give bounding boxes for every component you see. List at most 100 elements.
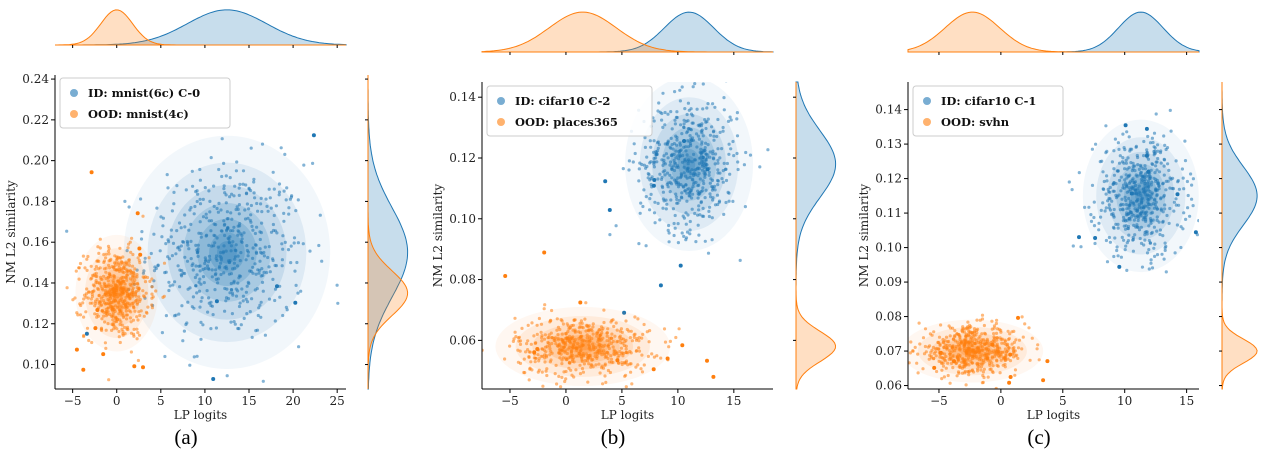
data-point bbox=[1115, 248, 1119, 253]
data-point bbox=[164, 242, 168, 246]
data-point bbox=[1136, 207, 1140, 211]
data-point bbox=[236, 289, 240, 293]
data-point bbox=[216, 210, 220, 214]
data-point bbox=[1007, 380, 1012, 385]
data-point bbox=[171, 283, 175, 287]
data-point bbox=[260, 267, 264, 271]
data-point bbox=[921, 367, 925, 371]
series-ood bbox=[482, 250, 716, 389]
data-point bbox=[587, 356, 591, 360]
data-point bbox=[585, 359, 590, 363]
data-point bbox=[1127, 212, 1131, 216]
data-point bbox=[682, 171, 686, 175]
data-point bbox=[267, 297, 272, 301]
data-point bbox=[127, 287, 131, 291]
data-point bbox=[87, 338, 91, 343]
data-point bbox=[709, 195, 713, 199]
data-point bbox=[619, 346, 624, 350]
data-point bbox=[252, 177, 256, 181]
data-point bbox=[958, 348, 962, 352]
data-point bbox=[1174, 197, 1178, 201]
data-point bbox=[666, 228, 670, 232]
data-point bbox=[128, 292, 132, 296]
data-point bbox=[604, 380, 608, 384]
data-point bbox=[673, 90, 677, 94]
data-point bbox=[1181, 227, 1185, 231]
data-point bbox=[85, 326, 90, 330]
data-point bbox=[101, 274, 106, 278]
legend-marker-ood bbox=[923, 118, 931, 126]
data-point bbox=[597, 362, 601, 366]
data-point bbox=[1012, 340, 1017, 344]
data-point bbox=[672, 178, 677, 182]
data-point bbox=[665, 171, 670, 175]
data-point bbox=[960, 340, 964, 344]
data-point bbox=[141, 365, 145, 370]
data-point bbox=[1155, 193, 1159, 197]
data-point bbox=[117, 329, 121, 334]
top-marginal-kde bbox=[55, 9, 347, 48]
data-point bbox=[230, 192, 234, 196]
data-point bbox=[685, 153, 689, 157]
data-point bbox=[1152, 206, 1157, 210]
data-point bbox=[704, 162, 708, 166]
panel-caption: (c) bbox=[1027, 425, 1050, 449]
data-point bbox=[965, 348, 969, 352]
data-point bbox=[688, 140, 692, 144]
data-point bbox=[1118, 154, 1122, 158]
data-point bbox=[1142, 154, 1146, 158]
data-point bbox=[128, 303, 132, 307]
data-point bbox=[602, 320, 606, 325]
data-point bbox=[652, 355, 657, 359]
data-point bbox=[103, 291, 108, 295]
data-point bbox=[1147, 206, 1151, 210]
data-point bbox=[104, 252, 108, 256]
data-point bbox=[932, 330, 936, 334]
data-point bbox=[150, 303, 154, 307]
data-point bbox=[204, 216, 209, 220]
data-point bbox=[259, 315, 263, 319]
data-point bbox=[953, 329, 957, 333]
data-point bbox=[649, 145, 653, 149]
data-point bbox=[683, 107, 687, 111]
data-point bbox=[179, 226, 183, 230]
data-point bbox=[161, 224, 165, 228]
data-point bbox=[204, 212, 208, 216]
data-point bbox=[966, 327, 970, 331]
y-tick-label: 0.08 bbox=[449, 273, 476, 287]
data-point bbox=[155, 206, 159, 210]
data-point bbox=[597, 328, 601, 332]
data-point bbox=[287, 206, 291, 210]
data-point bbox=[1182, 187, 1186, 191]
legend-label-ood: OOD: places365 bbox=[515, 115, 618, 129]
data-point bbox=[1006, 348, 1010, 352]
data-point bbox=[139, 197, 143, 201]
y-tick-label: 0.10 bbox=[875, 241, 902, 255]
data-point bbox=[782, 307, 786, 311]
data-point bbox=[1165, 213, 1169, 218]
data-point bbox=[136, 256, 140, 260]
data-point bbox=[665, 356, 670, 361]
data-point bbox=[615, 340, 619, 344]
data-point bbox=[670, 166, 674, 170]
data-point bbox=[1079, 245, 1083, 249]
data-point bbox=[1161, 195, 1166, 199]
data-point bbox=[661, 197, 666, 201]
data-point bbox=[256, 268, 260, 272]
data-point bbox=[128, 263, 132, 267]
data-point bbox=[556, 336, 560, 340]
data-point bbox=[245, 284, 249, 288]
data-point bbox=[684, 222, 688, 226]
data-point bbox=[599, 325, 604, 329]
data-point bbox=[294, 283, 298, 287]
data-point bbox=[109, 284, 113, 288]
data-point bbox=[198, 167, 202, 172]
data-point bbox=[559, 345, 563, 349]
data-point bbox=[644, 166, 648, 170]
data-point bbox=[598, 336, 602, 340]
data-point bbox=[993, 340, 997, 344]
data-point bbox=[205, 264, 210, 268]
data-point bbox=[729, 147, 733, 151]
data-point bbox=[1124, 198, 1128, 202]
